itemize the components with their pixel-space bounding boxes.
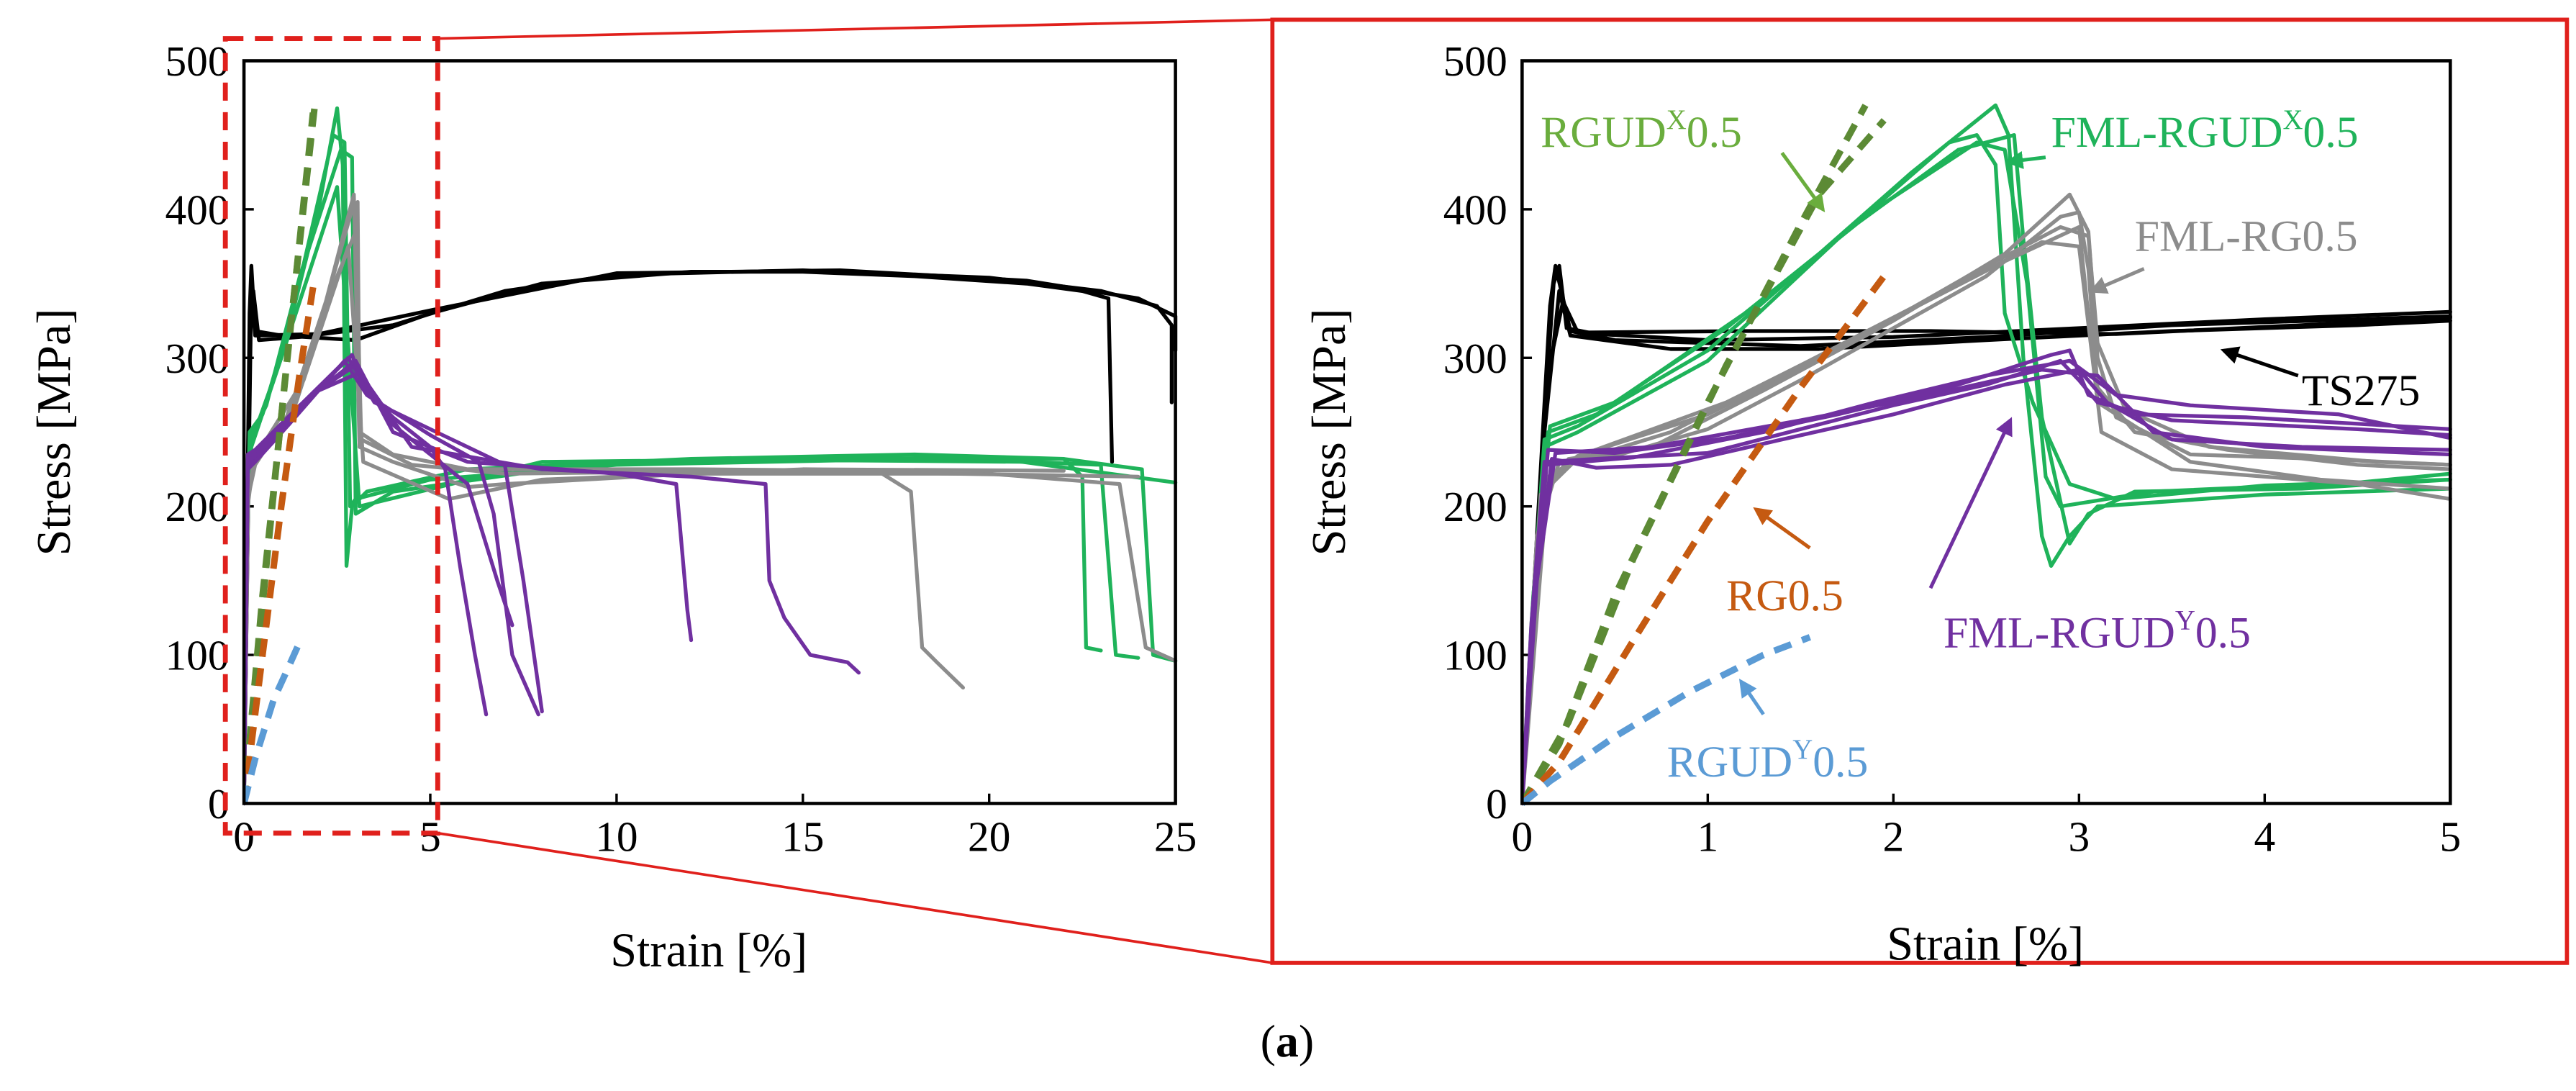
zoom-series-fml-rgudy05	[1522, 368, 2452, 806]
zoom-indicator	[222, 17, 2570, 965]
zoom-chart-x-axis-label: Strain [%]	[1887, 918, 2084, 970]
full-series-rgudy05	[244, 635, 305, 805]
annotation-arrow-ts275	[2220, 346, 2299, 378]
annotation-label-fml-rgudy05: FML-RGUDY0.5	[1944, 605, 2251, 658]
zoom-series-fml-rg05	[1522, 225, 2452, 806]
annotation-arrow-rgudy05	[1738, 679, 1765, 716]
zoom-y-tick-label: 100	[1443, 632, 1507, 679]
annotation-label-rgudx05: RGUDX0.5	[1541, 104, 1742, 157]
full-y-tick-label: 400	[165, 186, 229, 233]
zoom-x-tick-label: 0	[1512, 813, 1533, 861]
zoom-chart-plot-frame	[1520, 59, 2452, 805]
full-chart-y-axis-label: Stress [MPa]	[28, 309, 81, 556]
full-series-fml-rgudy05	[244, 363, 514, 806]
zoom-chart-y-axis-label: Stress [MPa]	[1303, 309, 1356, 556]
annotation-label-fml-rgudx05: FML-RGUDX0.5	[2051, 104, 2359, 157]
full-x-tick-label: 10	[595, 813, 638, 861]
zoom-x-tick-label: 5	[2439, 813, 2461, 861]
zoom-x-tick-label: 3	[2068, 813, 2090, 861]
full-y-tick-label: 300	[165, 335, 229, 382]
zoom-connector-top	[437, 18, 1273, 40]
annotation-arrow-rg05	[1753, 507, 1811, 550]
zoom-y-tick-label: 500	[1443, 37, 1507, 85]
zoom-y-tick-label: 400	[1443, 186, 1507, 233]
zoom-series-ts275	[1522, 299, 2452, 806]
zoom-chart-series	[1522, 103, 2452, 807]
annotation-label-rgudy05: RGUDY0.5	[1667, 734, 1869, 787]
full-chart-x-axis-label: Strain [%]	[610, 924, 807, 977]
annotation-label-ts275: TS275	[2302, 366, 2420, 415]
full-y-tick-label: 100	[165, 632, 229, 679]
full-x-tick-label: 5	[419, 813, 441, 861]
full-series-ts275	[244, 268, 1178, 806]
full-series-fml-rgudy05	[244, 358, 694, 806]
full-series-group	[244, 104, 1178, 806]
zoom-y-tick-label: 0	[1486, 780, 1507, 828]
zoom-series-fml-rgudx05	[1522, 133, 2452, 806]
zoom-panel-border	[1270, 17, 2570, 965]
zoom-region-dashed-box	[222, 36, 440, 836]
full-series-fml-rgudy05	[244, 358, 540, 806]
zoom-series-group	[1522, 103, 2452, 807]
full-series-rgudx05	[244, 104, 319, 804]
zoom-connector-bottom	[437, 831, 1273, 964]
zoom-chart-annotations: RGUDX0.5 FML-RGUDX0.5 FML-RG0.5 TS275 FML-RG…	[1541, 104, 2420, 787]
full-chart-series	[244, 104, 1178, 806]
annotation-arrow-fml-rg05	[2088, 267, 2145, 294]
zoom-x-tick-label: 2	[1882, 813, 1904, 861]
zoom-series-rg05	[1522, 274, 1887, 806]
zoom-y-tick-label: 200	[1443, 483, 1507, 530]
annotation-arrow-rgudx05	[1780, 151, 1826, 212]
zoom-x-tick-label: 4	[2254, 813, 2275, 861]
zoom-series-rgudy05	[1522, 634, 1811, 807]
full-y-tick-label: 500	[165, 37, 229, 85]
zoom-x-tick-label: 1	[1697, 813, 1718, 861]
full-x-tick-label: 20	[968, 813, 1010, 861]
figure-caption: (a)	[1261, 1015, 1315, 1067]
annotation-arrow-fml-rgudy05	[1928, 417, 2013, 589]
full-series-fml-rgudx05	[244, 148, 1178, 806]
full-x-tick-label: 25	[1154, 813, 1197, 861]
full-y-tick-label: 200	[165, 483, 229, 530]
annotation-label-rg05: RG0.5	[1726, 571, 1843, 620]
zoom-series-fml-rgudx05	[1522, 140, 2452, 806]
full-x-tick-label: 15	[781, 813, 824, 861]
full-x-tick-label: 0	[233, 813, 255, 861]
zoom-series-fml-rgudy05	[1522, 368, 2452, 806]
full-chart-plot-frame	[242, 59, 1177, 805]
zoom-series-fml-rgudy05	[1522, 358, 2452, 806]
annotation-label-fml-rg05: FML-RG0.5	[2135, 212, 2358, 261]
full-series-rg05	[244, 276, 318, 805]
zoom-y-tick-label: 300	[1443, 335, 1507, 382]
zoom-series-rgudx05	[1522, 118, 1887, 805]
zoomed-chart: 0 1 2 3 4 5 0 100 200 300 400 500 RGUDX0.5 FML-RGUDX…	[1303, 37, 2461, 970]
zoom-series-fml-rgudx05	[1522, 133, 2452, 806]
annotation-arrow-fml-rgudx05	[2005, 150, 2046, 169]
